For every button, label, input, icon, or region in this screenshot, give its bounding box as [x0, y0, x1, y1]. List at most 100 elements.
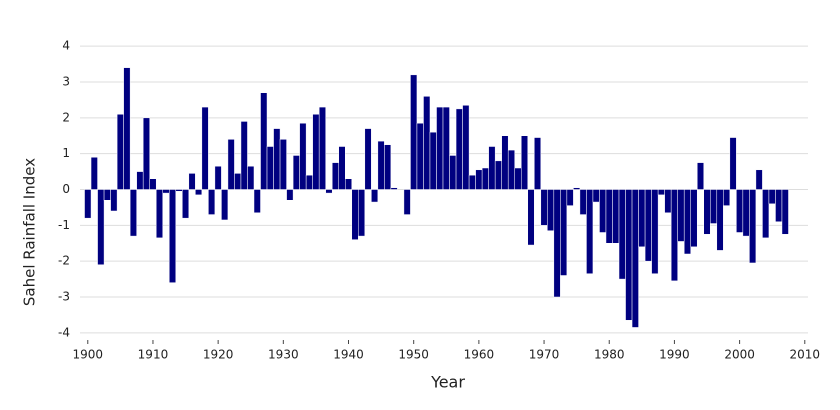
bar	[410, 74, 418, 190]
bar	[377, 140, 385, 190]
bar	[442, 106, 450, 190]
y-axis-label: Sahel Rainfall Index	[21, 158, 39, 306]
bar	[227, 139, 235, 190]
x-axis-label: Year	[430, 373, 465, 392]
bar	[605, 189, 613, 244]
bar	[683, 189, 691, 255]
bar	[136, 171, 144, 190]
bar	[305, 174, 313, 190]
bar	[423, 96, 431, 190]
bar	[742, 189, 750, 237]
x-tick-label: 1940	[333, 348, 364, 362]
y-tick-label: -4	[58, 325, 70, 339]
x-tick-label: 1990	[659, 348, 690, 362]
bar	[527, 189, 535, 246]
y-tick-label: 0	[62, 182, 70, 196]
bar	[696, 162, 705, 190]
bar	[266, 146, 274, 190]
bar	[690, 189, 698, 248]
bar	[384, 144, 392, 190]
bar	[371, 189, 379, 203]
bar	[162, 189, 170, 194]
y-tick-label: 1	[62, 146, 70, 160]
y-tick-label: 2	[62, 110, 70, 124]
bar	[292, 155, 300, 190]
x-tick-label: 2000	[724, 348, 755, 362]
bar	[358, 189, 366, 237]
bar	[781, 189, 789, 235]
bar	[201, 106, 209, 190]
bar	[260, 92, 268, 190]
bar	[468, 174, 476, 190]
bar	[299, 122, 307, 190]
bar	[351, 189, 359, 240]
bar	[514, 167, 522, 190]
y-tick-label: 3	[62, 75, 70, 89]
bar	[429, 131, 437, 190]
bar	[644, 189, 652, 262]
bar	[403, 189, 411, 215]
bar	[149, 178, 157, 190]
bar	[416, 122, 424, 190]
bar	[234, 173, 242, 190]
bar	[534, 137, 542, 190]
bar	[775, 189, 783, 222]
bar	[494, 160, 502, 190]
bar	[182, 189, 190, 219]
bar	[651, 189, 659, 274]
bar	[573, 187, 581, 190]
bar	[768, 189, 776, 205]
bar	[110, 189, 118, 212]
bar	[390, 187, 398, 190]
x-tick-label: 1960	[464, 348, 495, 362]
bar	[344, 178, 353, 190]
bar	[97, 189, 105, 265]
bar	[488, 146, 496, 190]
bar	[221, 189, 229, 221]
x-tick-label: 1980	[594, 348, 625, 362]
bar	[103, 189, 111, 201]
x-tick-label: 1920	[203, 348, 234, 362]
bar	[736, 189, 744, 233]
bar	[618, 189, 626, 280]
bar	[540, 189, 548, 226]
bar	[749, 189, 757, 264]
bar	[84, 189, 92, 219]
bar	[331, 162, 339, 190]
bar	[612, 189, 620, 244]
bar	[638, 189, 646, 248]
bar	[507, 149, 515, 190]
bar	[560, 189, 568, 276]
bar	[273, 128, 281, 190]
bar	[729, 137, 737, 190]
bar	[364, 128, 372, 190]
bar	[553, 189, 561, 298]
bar	[599, 189, 607, 233]
bar	[762, 189, 770, 239]
bar	[286, 189, 294, 201]
bar	[208, 189, 216, 215]
y-tick-label: -3	[58, 290, 70, 304]
bar	[723, 189, 731, 206]
bar	[253, 189, 261, 214]
bar	[188, 173, 196, 190]
x-tick-label: 1950	[398, 348, 429, 362]
y-tick-label: -1	[58, 218, 70, 232]
bar	[312, 114, 320, 190]
bar	[664, 189, 672, 214]
bar	[631, 189, 639, 328]
x-tick-label: 2010	[790, 348, 821, 362]
bar	[475, 169, 483, 190]
bar	[710, 189, 718, 224]
bar	[214, 165, 222, 190]
bar	[481, 167, 489, 190]
bar	[716, 189, 724, 251]
x-tick-label: 1910	[138, 348, 169, 362]
bar	[195, 189, 203, 196]
bar	[586, 189, 594, 274]
bar	[455, 108, 463, 190]
bar	[90, 157, 98, 190]
bar	[755, 169, 763, 190]
x-tick-label: 1900	[73, 348, 104, 362]
